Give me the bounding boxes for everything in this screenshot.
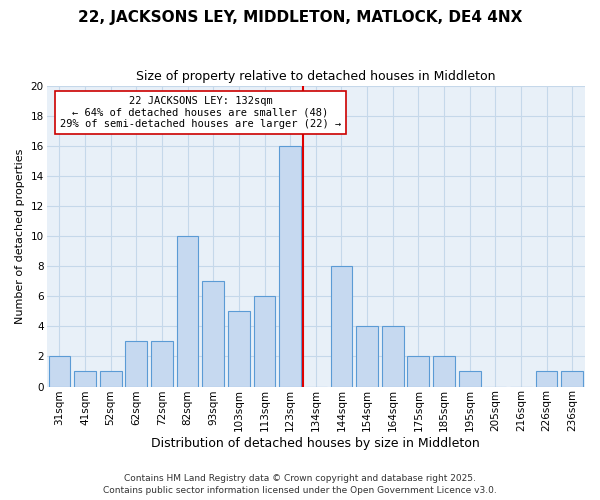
Bar <box>536 372 557 386</box>
Bar <box>331 266 352 386</box>
Bar <box>382 326 404 386</box>
Bar <box>356 326 378 386</box>
Bar <box>561 372 583 386</box>
Bar <box>202 281 224 386</box>
Title: Size of property relative to detached houses in Middleton: Size of property relative to detached ho… <box>136 70 496 83</box>
Bar <box>74 372 96 386</box>
Bar <box>228 312 250 386</box>
Y-axis label: Number of detached properties: Number of detached properties <box>15 148 25 324</box>
Bar <box>279 146 301 386</box>
Text: 22, JACKSONS LEY, MIDDLETON, MATLOCK, DE4 4NX: 22, JACKSONS LEY, MIDDLETON, MATLOCK, DE… <box>78 10 522 25</box>
Bar <box>433 356 455 386</box>
Text: Contains HM Land Registry data © Crown copyright and database right 2025.
Contai: Contains HM Land Registry data © Crown c… <box>103 474 497 495</box>
Bar <box>407 356 429 386</box>
X-axis label: Distribution of detached houses by size in Middleton: Distribution of detached houses by size … <box>151 437 480 450</box>
Bar <box>151 342 173 386</box>
Bar <box>177 236 199 386</box>
Bar <box>49 356 70 386</box>
Bar <box>459 372 481 386</box>
Text: 22 JACKSONS LEY: 132sqm
← 64% of detached houses are smaller (48)
29% of semi-de: 22 JACKSONS LEY: 132sqm ← 64% of detache… <box>60 96 341 130</box>
Bar <box>125 342 147 386</box>
Bar <box>100 372 122 386</box>
Bar <box>254 296 275 386</box>
